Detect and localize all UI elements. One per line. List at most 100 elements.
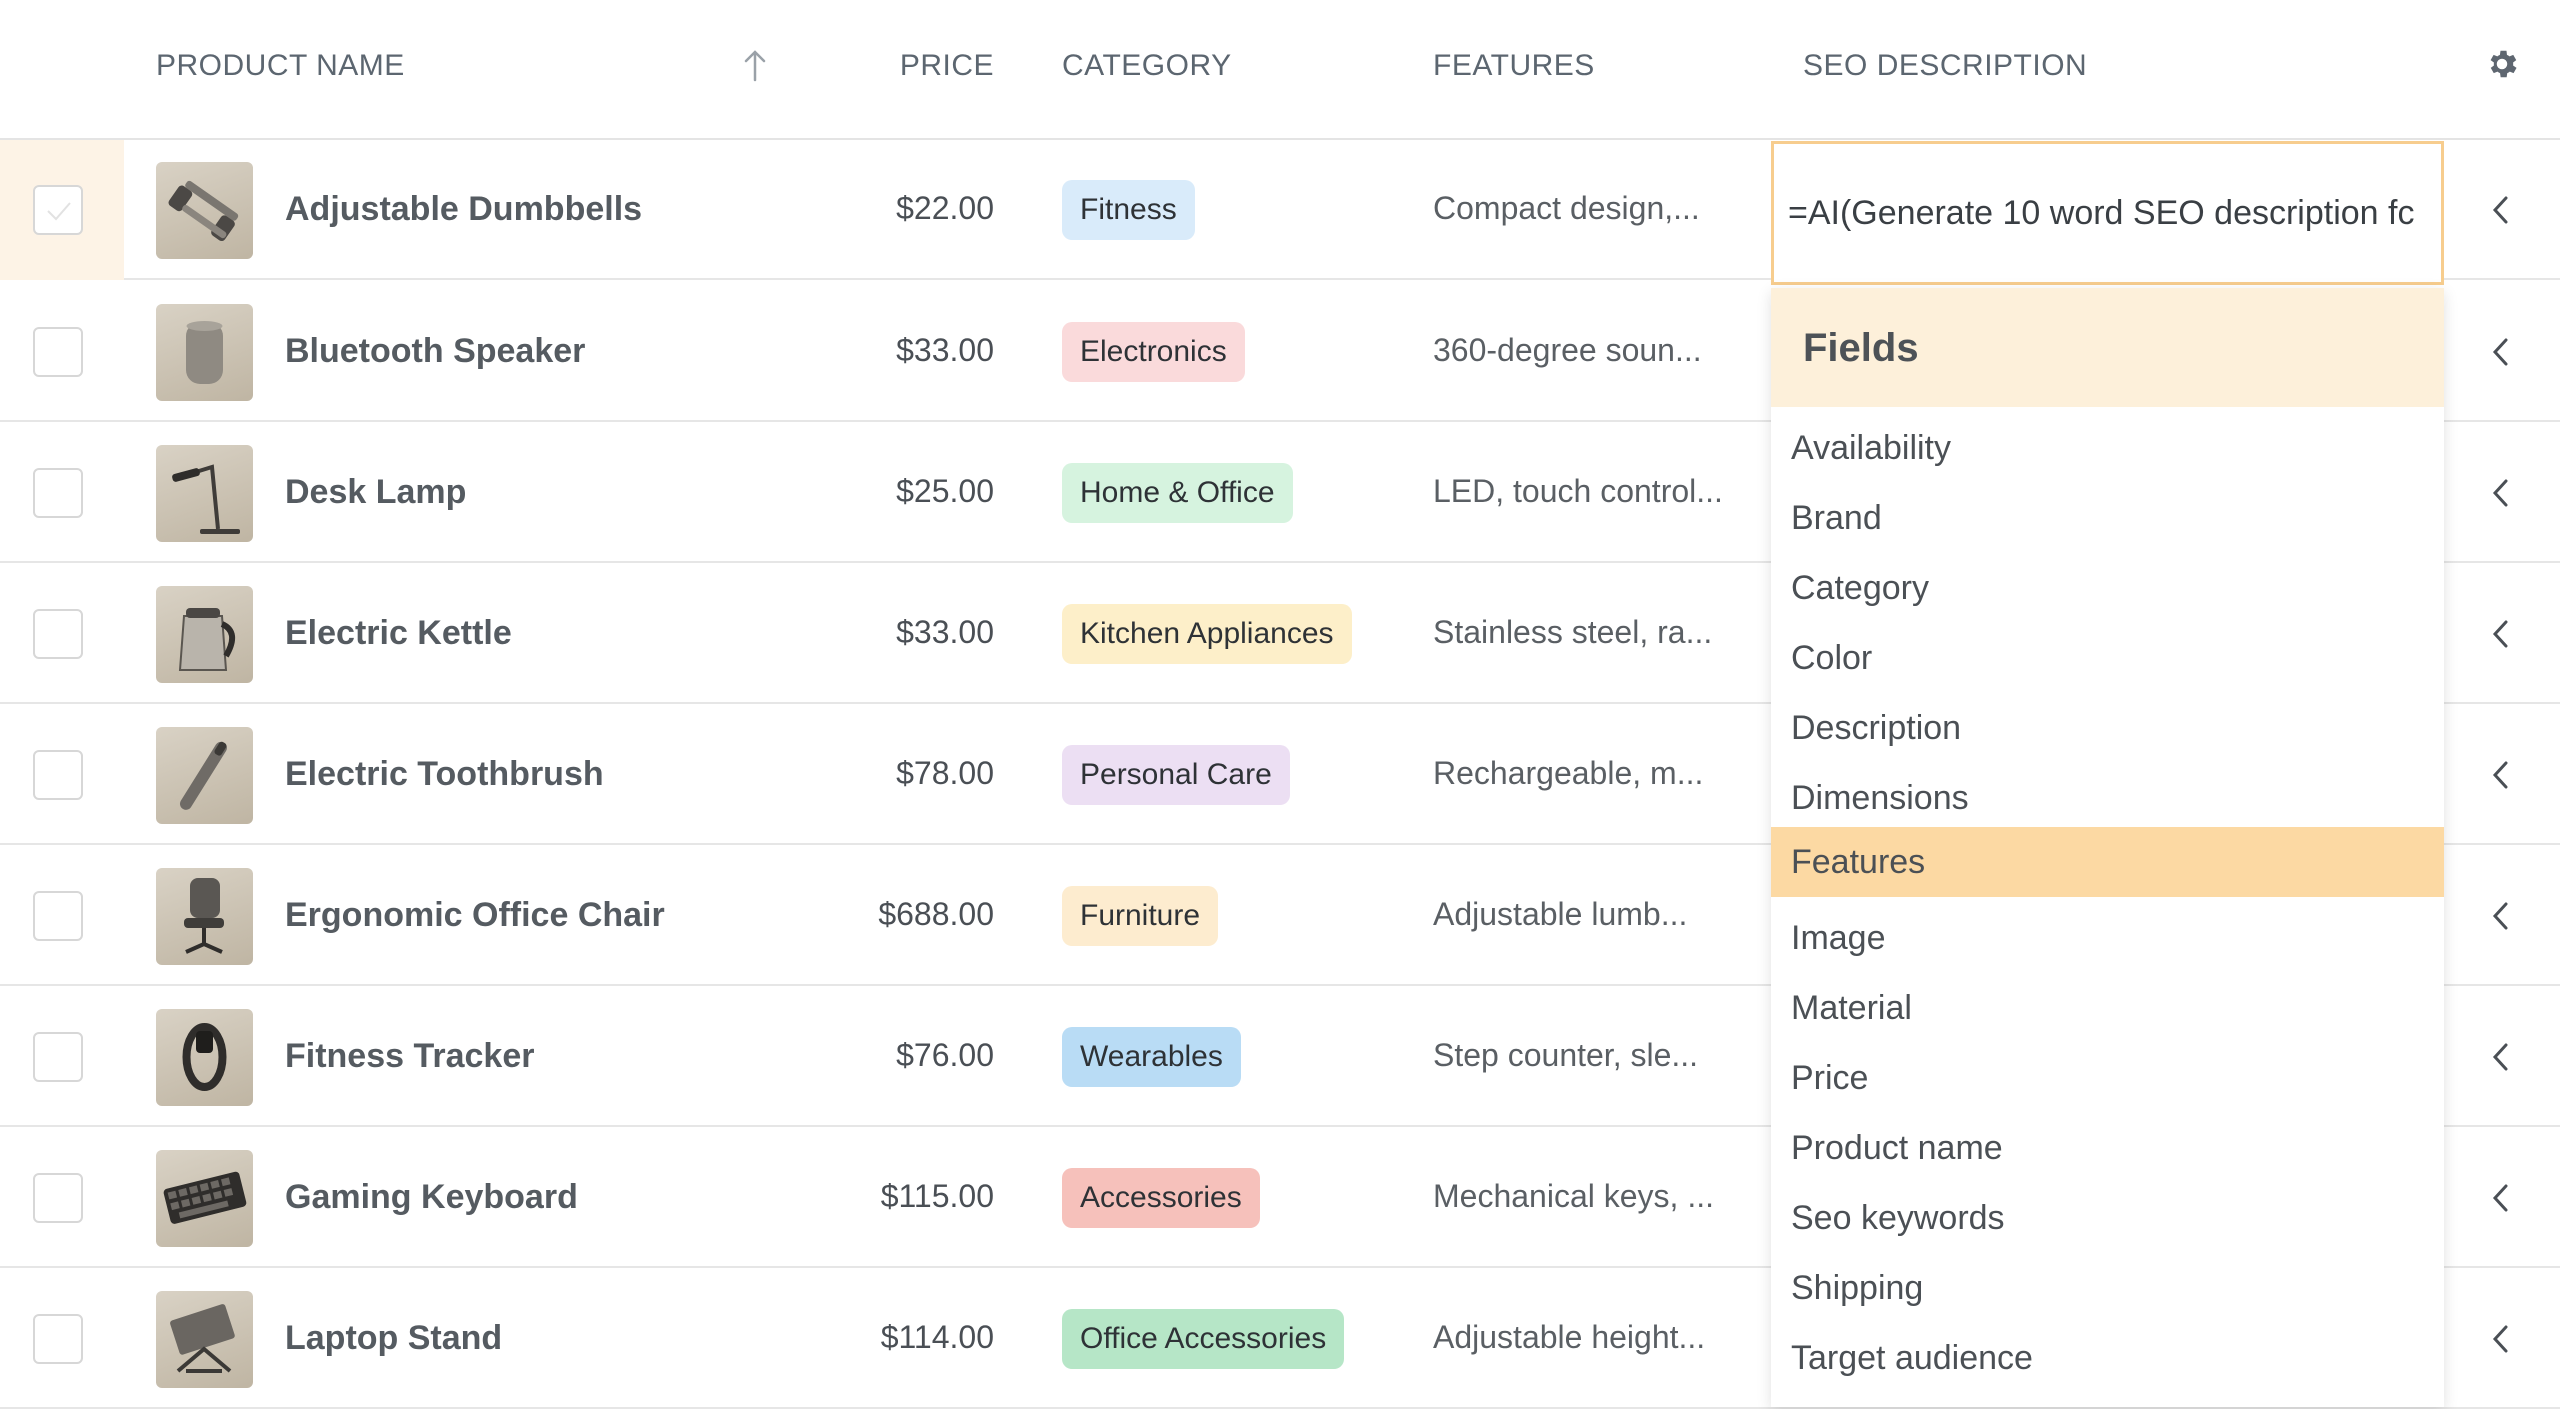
category-tag: Office Accessories: [1062, 1309, 1345, 1369]
dropdown-title: Fields: [1803, 326, 1919, 370]
chevron-left-icon[interactable]: [2486, 1319, 2516, 1359]
field-option[interactable]: Material: [1791, 989, 1912, 1027]
chevron-left-icon[interactable]: [2486, 473, 2516, 513]
product-features: 360-degree soun...: [1433, 332, 1702, 368]
category-tag: Wearables: [1062, 1027, 1241, 1087]
table-row[interactable]: Bluetooth Speaker $33.00 Electronics 360…: [0, 282, 2560, 422]
arrow-up-icon[interactable]: [738, 46, 772, 86]
column-header-price[interactable]: PRICE: [899, 49, 994, 82]
tracker-icon: [156, 1009, 253, 1106]
category-tag: Furniture: [1062, 886, 1219, 946]
keyboard-icon: [156, 1150, 253, 1247]
product-name: Electric Kettle: [285, 614, 512, 652]
category-tag: Accessories: [1062, 1168, 1260, 1228]
dropdown-header: Fields: [1771, 288, 2444, 407]
row-checkbox[interactable]: [33, 1173, 83, 1223]
product-features: Adjustable height...: [1433, 1319, 1706, 1355]
laptop-stand-icon: [156, 1291, 253, 1388]
field-option[interactable]: Image: [1791, 919, 1886, 957]
row-checkbox[interactable]: [33, 891, 83, 941]
chevron-left-icon[interactable]: [2486, 1178, 2516, 1218]
product-price: $25.00: [896, 473, 994, 509]
product-features: Mechanical keys, ...: [1433, 1178, 1714, 1214]
field-option[interactable]: Description: [1791, 709, 1962, 747]
speaker-icon: [156, 304, 253, 401]
product-price: $22.00: [896, 190, 994, 226]
table-row[interactable]: Fitness Tracker $76.00 Wearables Step co…: [0, 987, 2560, 1127]
product-price: $115.00: [880, 1178, 994, 1214]
dumbbell-icon: [156, 162, 253, 259]
row-checkbox[interactable]: [33, 468, 83, 518]
chevron-left-icon[interactable]: [2486, 755, 2516, 795]
field-option[interactable]: Availability: [1791, 429, 1952, 467]
product-features: Compact design,...: [1433, 190, 1700, 226]
field-option[interactable]: Color: [1791, 639, 1873, 677]
product-name: Laptop Stand: [285, 1319, 503, 1357]
category-tag: Home & Office: [1062, 463, 1293, 523]
row-checkbox[interactable]: [33, 1032, 83, 1082]
column-header-category[interactable]: CATEGORY: [1062, 49, 1232, 82]
toothbrush-icon: [156, 727, 253, 824]
product-price: $33.00: [896, 332, 994, 368]
seo-formula-input[interactable]: [1788, 194, 2433, 233]
product-name: Desk Lamp: [285, 473, 467, 511]
chevron-left-icon[interactable]: [2486, 896, 2516, 936]
product-name: Adjustable Dumbbells: [285, 190, 643, 228]
table-row[interactable]: Ergonomic Office Chair $688.00 Furniture…: [0, 846, 2560, 986]
field-option[interactable]: Target audience: [1791, 1339, 2033, 1377]
chevron-left-icon[interactable]: [2486, 332, 2516, 372]
table-row[interactable]: Gaming Keyboard $115.00 Accessories Mech…: [0, 1128, 2560, 1268]
table-row[interactable]: Desk Lamp $25.00 Home & Office LED, touc…: [0, 423, 2560, 563]
column-header-product-name[interactable]: PRODUCT NAME: [156, 49, 405, 82]
product-name: Ergonomic Office Chair: [285, 896, 665, 934]
column-header-features[interactable]: FEATURES: [1433, 49, 1595, 82]
chair-icon: [156, 868, 253, 965]
field-option[interactable]: Category: [1791, 569, 1929, 607]
category-tag: Electronics: [1062, 322, 1245, 382]
product-price: $78.00: [896, 755, 994, 791]
kettle-icon: [156, 586, 253, 683]
field-option[interactable]: Price: [1791, 1059, 1869, 1097]
product-features: Rechargeable, m...: [1433, 755, 1704, 791]
product-price: $33.00: [896, 614, 994, 650]
table-row[interactable]: Adjustable Dumbbells $22.00 Fitness Comp…: [0, 140, 2560, 280]
chevron-left-icon[interactable]: [2486, 1037, 2516, 1077]
category-tag: Personal Care: [1062, 745, 1290, 805]
row-checkbox[interactable]: [33, 609, 83, 659]
field-option[interactable]: Seo keywords: [1791, 1199, 2005, 1237]
field-option-highlighted[interactable]: Features: [1771, 827, 2444, 897]
chevron-left-icon[interactable]: [2486, 614, 2516, 654]
product-features: Adjustable lumb...: [1433, 896, 1688, 932]
product-features: LED, touch control...: [1433, 473, 1723, 509]
table-row[interactable]: Laptop Stand $114.00 Office Accessories …: [0, 1269, 2560, 1409]
chevron-left-icon[interactable]: [2486, 190, 2516, 230]
field-option[interactable]: Product name: [1791, 1129, 2003, 1167]
table-row[interactable]: Electric Kettle $33.00 Kitchen Appliance…: [0, 564, 2560, 704]
field-option[interactable]: Brand: [1791, 499, 1882, 537]
category-tag: Kitchen Appliances: [1062, 604, 1352, 664]
product-features: Step counter, sle...: [1433, 1037, 1699, 1073]
product-price: $688.00: [878, 896, 994, 932]
column-header-seo-description[interactable]: SEO DESCRIPTION: [1803, 49, 2088, 82]
table-row[interactable]: Electric Toothbrush $78.00 Personal Care…: [0, 705, 2560, 845]
gear-icon[interactable]: [2484, 46, 2520, 82]
field-option[interactable]: Shipping: [1791, 1269, 1924, 1307]
row-checkbox[interactable]: [33, 1314, 83, 1364]
product-features: Stainless steel, ra...: [1433, 614, 1713, 650]
product-name: Bluetooth Speaker: [285, 332, 586, 370]
fields-dropdown: Fields Availability Brand Category Color…: [1771, 288, 2444, 1407]
product-name: Gaming Keyboard: [285, 1178, 578, 1216]
row-checkbox[interactable]: [33, 750, 83, 800]
category-tag: Fitness: [1062, 180, 1195, 240]
seo-description-cell-editor[interactable]: [1771, 141, 2444, 285]
table-header: PRODUCT NAME PRICE CATEGORY FEATURES SEO…: [0, 0, 2560, 140]
product-name: Fitness Tracker: [285, 1037, 535, 1075]
product-price: $76.00: [896, 1037, 994, 1073]
row-checkbox[interactable]: [33, 185, 83, 235]
lamp-icon: [156, 445, 253, 542]
product-name: Electric Toothbrush: [285, 755, 604, 793]
product-price: $114.00: [880, 1319, 994, 1355]
row-checkbox[interactable]: [33, 327, 83, 377]
field-option[interactable]: Dimensions: [1791, 779, 1969, 817]
